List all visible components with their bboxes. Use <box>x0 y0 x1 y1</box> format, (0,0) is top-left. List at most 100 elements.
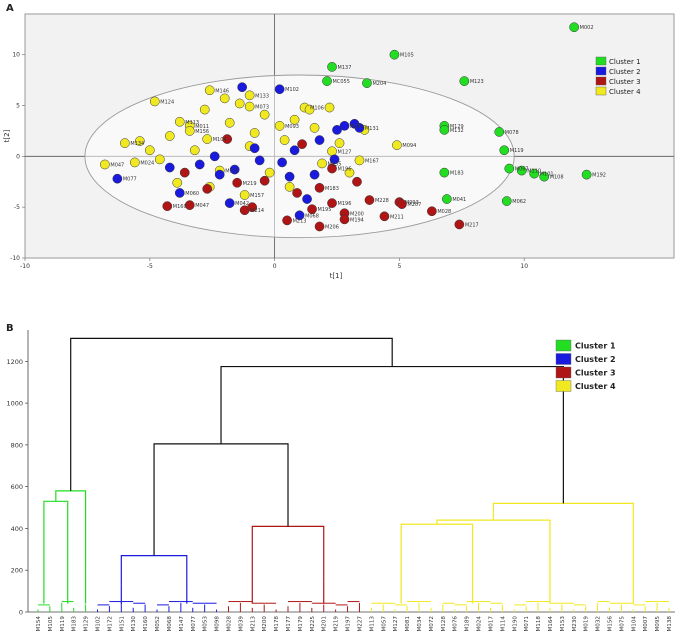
scatter-point-label: M134 <box>130 141 144 147</box>
scatter-legend-swatch <box>595 86 607 96</box>
scatter-point-label: M131 <box>365 126 379 132</box>
dendrogram-leaf-label: M105 <box>48 616 54 632</box>
scatter-point-label: M157 <box>250 193 264 199</box>
scatter-point <box>237 82 248 93</box>
dendrogram-leaf-label: M156 <box>608 616 614 632</box>
scatter-point-label: M228 <box>375 198 389 204</box>
dendrogram-y-tick-label: 0 <box>19 609 23 617</box>
scatter-point-label: M123 <box>470 79 484 85</box>
scatter-x-tick-label: -10 <box>20 263 30 270</box>
scatter-point <box>112 173 123 184</box>
dendrogram-leaf-label: M178 <box>274 616 280 632</box>
scatter-point-label: M156 <box>195 129 209 135</box>
scatter-point <box>302 194 312 204</box>
dendrogram-cluster-link <box>43 500 69 567</box>
panel-a-label: A <box>6 3 14 14</box>
dendrogram-leaf-label: M052 <box>155 616 161 632</box>
scatter-point <box>174 188 185 198</box>
scatter-point <box>100 159 110 170</box>
scatter-point <box>179 167 190 178</box>
scatter-point-label: M028 <box>437 209 451 215</box>
scatter-point <box>392 140 402 150</box>
scatter-point <box>279 135 290 145</box>
scatter-point <box>339 120 350 131</box>
scatter-point-label: M194 <box>350 217 364 223</box>
scatter-point-label: M146 <box>215 88 229 94</box>
scatter-point-label: M047 <box>110 162 124 168</box>
scatter-point <box>501 196 512 206</box>
scatter-point <box>329 154 340 165</box>
scatter-legend-label: Cluster 4 <box>609 88 641 96</box>
scatter-point <box>164 162 175 173</box>
dendrogram-y-tick-label: 600 <box>11 483 23 491</box>
dendrogram-legend-swatch <box>555 339 572 352</box>
scatter-point-label: M068 <box>305 213 319 219</box>
dendrogram-leaf-label: M102 <box>95 616 101 632</box>
scatter-x-axis-label: t[1] <box>330 272 343 280</box>
scatter-point-label: M219 <box>243 181 257 187</box>
scatter-point-label: M093 <box>285 124 299 130</box>
scatter-point <box>314 221 325 232</box>
scatter-point <box>454 219 465 230</box>
scatter-point <box>317 158 327 169</box>
scatter-point <box>529 168 540 179</box>
scatter-point <box>309 123 320 133</box>
scatter-legend-swatch <box>595 76 607 86</box>
dendrogram-leaf-label: M118 <box>536 616 542 632</box>
scatter-point-label: M214 <box>250 208 264 214</box>
scatter-point-label: M101 <box>540 172 554 178</box>
scatter-point <box>539 171 550 182</box>
scatter-point-label: M124 <box>160 99 174 105</box>
dendrogram-leaf-label: M024 <box>477 616 483 632</box>
scatter-point <box>581 169 592 180</box>
scatter-point <box>244 90 255 101</box>
scatter-point <box>244 101 255 112</box>
scatter-x-tick-label: 10 <box>520 263 528 270</box>
scatter-point <box>129 157 140 168</box>
dendrogram-cluster-link <box>251 525 325 582</box>
dendrogram-legend-label: Cluster 2 <box>575 355 616 364</box>
dendrogram-leaf-label: M147 <box>179 616 185 632</box>
scatter-point-label: M105 <box>400 53 414 59</box>
scatter-y-tick-label: 0 <box>16 153 20 160</box>
scatter-point-label: M060 <box>185 191 199 197</box>
dendrogram-cluster-link <box>492 502 634 585</box>
scatter-point-label: M217 <box>465 222 479 228</box>
dendrogram-y-tick-label: 400 <box>11 525 23 533</box>
scatter-point-label: M113 <box>185 120 199 126</box>
dendrogram-leaf-label: M230 <box>572 616 578 632</box>
scatter-point <box>334 138 345 148</box>
scatter-point <box>309 169 320 180</box>
scatter-point <box>297 139 307 149</box>
scatter-point <box>439 125 450 135</box>
dendrogram-top-merge <box>220 365 564 504</box>
dendrogram-leaf-label: M072 <box>429 616 435 632</box>
scatter-legend-swatch <box>595 56 607 66</box>
scatter-point <box>324 102 335 113</box>
scatter-point <box>189 145 200 156</box>
dendrogram-leaf-label: M172 <box>107 616 113 632</box>
scatter-point-label: M196 <box>338 201 352 207</box>
scatter-point <box>282 215 292 226</box>
scatter-point-label: M104 <box>213 137 227 143</box>
scatter-point-label: M094 <box>402 143 416 149</box>
scatter-point <box>184 200 195 210</box>
dendrogram-leaf-label: M200 <box>262 616 268 632</box>
scatter-point <box>459 76 470 86</box>
scatter-point-label: M195 <box>318 207 332 213</box>
scatter-point <box>202 184 213 194</box>
scatter-point <box>442 194 452 204</box>
dendrogram-leaf-label: M071 <box>524 616 530 632</box>
scatter-point <box>327 198 337 208</box>
dendrogram-leaf-label: M225 <box>310 616 316 632</box>
dendrogram-leaf-label: M183 <box>72 616 78 632</box>
scatter-point <box>307 204 317 215</box>
scatter-point <box>249 128 260 138</box>
dendrogram-leaf-label: M057 <box>381 616 387 632</box>
scatter-point-label: M192 <box>592 173 606 179</box>
scatter-point <box>289 114 300 125</box>
dendrogram-leaf-label: M128 <box>441 616 447 632</box>
dendrogram-leaf-label: M227 <box>357 616 363 632</box>
scatter-point <box>322 76 332 86</box>
scatter-point <box>344 167 355 178</box>
